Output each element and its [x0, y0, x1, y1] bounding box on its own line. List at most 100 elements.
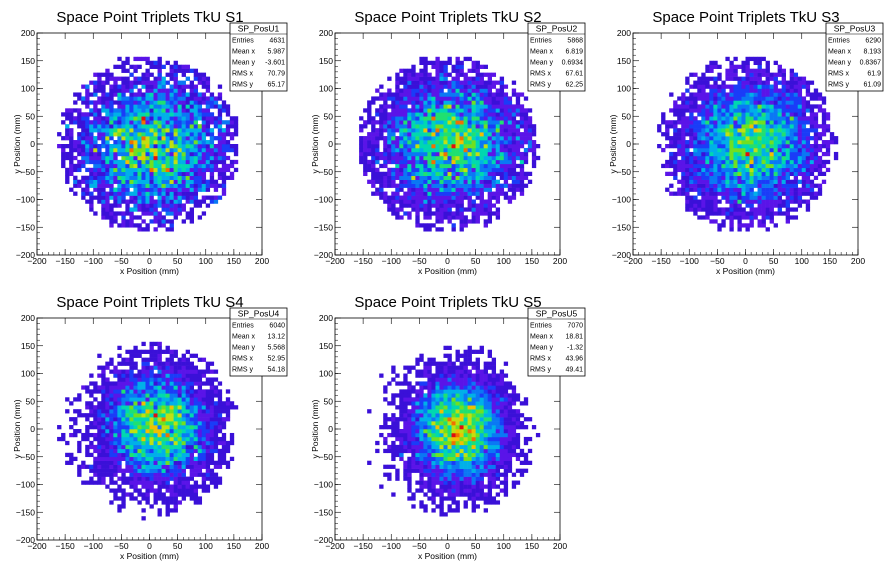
histogram-bin — [387, 147, 392, 153]
histogram-bin — [813, 195, 819, 200]
histogram-bin — [371, 132, 376, 137]
histogram-bin — [721, 223, 726, 228]
histogram-bin — [149, 444, 154, 450]
histogram-bin — [205, 460, 211, 465]
histogram-bin — [741, 140, 746, 145]
histogram-bin — [213, 104, 219, 109]
histogram-bin — [741, 60, 746, 66]
histogram-bin — [375, 108, 380, 113]
histogram-bin — [423, 159, 428, 165]
histogram-bin — [105, 211, 110, 216]
histogram-bin — [165, 432, 170, 438]
histogram-bin — [475, 159, 480, 165]
histogram-bin — [169, 464, 174, 469]
histogram-bin — [721, 88, 726, 93]
histogram-bin — [459, 80, 464, 85]
histogram-bin — [463, 76, 468, 81]
histogram-bin — [209, 476, 215, 481]
histogram-bin — [89, 120, 94, 125]
histogram-bin — [773, 175, 778, 180]
histogram-bin — [777, 144, 782, 149]
histogram-bin — [701, 179, 706, 184]
histogram-bin — [363, 136, 368, 141]
histogram-bin — [741, 211, 746, 216]
histogram-bin — [689, 84, 694, 89]
histogram-bin — [479, 183, 484, 188]
x-tick-label: −200 — [623, 256, 642, 266]
histogram-bin — [137, 144, 142, 149]
histogram-bin — [221, 175, 227, 180]
histogram-bin — [479, 159, 484, 165]
histogram-bin — [395, 88, 400, 93]
histogram-bin — [153, 128, 158, 133]
histogram-bin — [117, 191, 122, 196]
histogram-bin — [697, 159, 702, 165]
histogram-bin — [423, 56, 428, 62]
histogram-bin — [157, 159, 162, 165]
histogram-bin — [757, 199, 762, 204]
histogram-bin — [415, 223, 420, 228]
histogram-bin — [101, 163, 106, 169]
histogram-bin — [185, 163, 190, 169]
histogram-bin — [459, 175, 464, 180]
histogram-bin — [713, 211, 718, 216]
histogram-bin — [81, 179, 86, 184]
histogram-bin — [391, 171, 396, 177]
histogram-bin — [483, 147, 488, 153]
histogram-bin — [399, 144, 404, 149]
histogram-bin — [157, 456, 162, 462]
histogram-bin — [165, 500, 170, 505]
histogram-bin — [165, 440, 170, 446]
histogram-bin — [809, 108, 815, 113]
histogram-bin — [447, 92, 452, 97]
histogram-bin — [113, 147, 118, 153]
histogram-bin — [415, 84, 420, 89]
histogram-bin — [527, 132, 533, 137]
histogram-bin — [153, 88, 158, 93]
histogram-bin — [399, 147, 404, 153]
histogram-bin — [463, 179, 468, 184]
histogram-bin — [721, 144, 726, 149]
histogram-bin — [173, 112, 178, 117]
histogram-bin — [141, 84, 146, 89]
histogram-bin — [85, 199, 90, 204]
histogram-bin — [149, 72, 154, 77]
histogram-bin — [145, 175, 150, 180]
histogram-bin — [185, 480, 190, 485]
histogram-bin — [463, 167, 468, 173]
histogram-bin — [101, 104, 106, 109]
histogram-bin — [411, 64, 416, 69]
histogram-bin — [801, 183, 807, 188]
histogram-bin — [797, 144, 803, 149]
histogram-bin — [113, 195, 118, 200]
histogram-bin — [395, 195, 400, 200]
histogram-bin — [395, 207, 400, 212]
histogram-bin — [693, 120, 698, 125]
histogram-bin — [785, 140, 790, 145]
histogram-bin — [383, 112, 388, 117]
histogram-bin — [141, 496, 146, 501]
histogram-bin — [141, 72, 146, 77]
histogram-bin — [197, 92, 203, 97]
histogram-bin — [769, 171, 774, 177]
histogram-bin — [431, 167, 436, 173]
histogram-bin — [713, 203, 718, 208]
histogram-bin — [81, 128, 86, 133]
histogram-bin — [685, 183, 690, 188]
histogram-bin — [753, 171, 758, 177]
histogram-bin — [415, 171, 420, 177]
histogram-bin — [717, 100, 722, 105]
histogram-bin — [89, 128, 94, 133]
histogram-bin — [399, 151, 404, 157]
histogram-bin — [177, 132, 182, 137]
histogram-bin — [391, 159, 396, 165]
histogram-bin — [205, 488, 211, 493]
histogram-bin — [113, 84, 118, 89]
histogram-bin — [789, 207, 795, 212]
histogram-bin — [693, 167, 698, 173]
histogram-bin — [169, 488, 174, 493]
histogram-bin — [193, 104, 199, 109]
histogram-bin — [423, 195, 428, 200]
histogram-bin — [169, 440, 174, 446]
histogram-bin — [697, 124, 702, 129]
